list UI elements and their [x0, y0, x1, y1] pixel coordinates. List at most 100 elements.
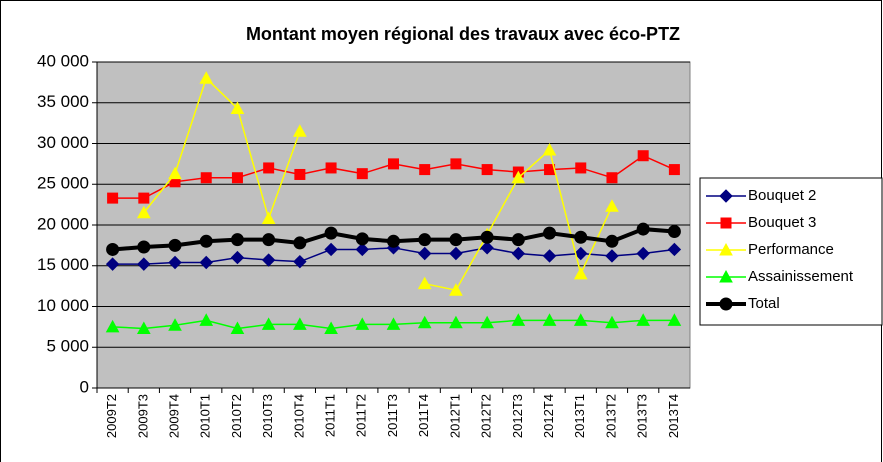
marker — [449, 283, 463, 296]
marker — [136, 321, 151, 335]
marker — [719, 269, 733, 283]
marker — [418, 246, 432, 261]
marker — [261, 253, 276, 267]
marker — [199, 234, 213, 248]
marker — [605, 315, 619, 329]
legend-label: Assainissement — [748, 268, 854, 285]
marker — [199, 255, 213, 270]
x-tick-label: 2013T3 — [635, 394, 650, 438]
marker — [230, 101, 245, 114]
marker — [668, 164, 680, 176]
marker — [449, 233, 463, 247]
marker — [263, 162, 275, 174]
x-tick-label: 2013T4 — [666, 394, 681, 438]
y-tick-label: 0 — [80, 377, 89, 396]
marker — [480, 230, 494, 244]
marker — [199, 71, 214, 84]
marker — [605, 199, 619, 212]
marker — [293, 254, 307, 269]
marker — [293, 236, 307, 250]
marker — [293, 317, 307, 330]
x-tick-label: 2013T1 — [572, 394, 587, 438]
x-tick-label: 2012T3 — [510, 394, 525, 438]
x-tick-label: 2010T2 — [229, 394, 244, 438]
marker — [324, 321, 338, 335]
marker — [636, 246, 650, 261]
x-tick-label: 2011T4 — [416, 394, 431, 437]
chart-title: Montant moyen régional des travaux avec … — [246, 24, 680, 44]
marker — [574, 230, 588, 244]
y-tick-label: 25 000 — [37, 174, 89, 193]
marker — [261, 317, 276, 330]
legend-label: Performance — [748, 241, 834, 258]
marker — [355, 242, 369, 257]
marker — [720, 217, 732, 229]
marker — [324, 226, 338, 240]
marker — [637, 150, 649, 162]
marker — [418, 233, 432, 247]
marker — [230, 250, 245, 265]
marker — [294, 168, 306, 180]
marker — [605, 249, 619, 263]
marker — [355, 232, 369, 246]
marker — [480, 315, 494, 329]
marker — [137, 257, 151, 271]
x-tick-label: 2012T1 — [447, 394, 462, 438]
marker — [105, 257, 120, 271]
marker — [574, 246, 588, 261]
marker — [105, 319, 120, 333]
marker — [449, 246, 463, 261]
marker — [719, 189, 733, 203]
marker — [261, 211, 276, 224]
marker — [138, 192, 150, 204]
marker — [106, 242, 120, 256]
marker — [636, 313, 651, 326]
marker — [230, 233, 244, 247]
x-tick-label: 2009T4 — [166, 394, 181, 438]
marker — [387, 234, 400, 248]
marker — [605, 234, 619, 248]
marker — [542, 249, 557, 263]
x-tick-label: 2011T1 — [323, 394, 338, 437]
marker — [199, 313, 214, 326]
legend-label: Total — [748, 295, 780, 312]
marker — [325, 162, 337, 174]
marker — [107, 192, 119, 204]
x-tick-label: 2011T2 — [354, 394, 369, 437]
legend-label: Bouquet 2 — [748, 187, 816, 204]
marker — [480, 241, 494, 255]
x-tick-label: 2012T4 — [541, 394, 556, 438]
y-tick-label: 20 000 — [37, 214, 89, 233]
y-tick-label: 5 000 — [46, 337, 89, 356]
y-tick-label: 40 000 — [37, 51, 89, 70]
marker — [511, 233, 525, 247]
y-tick-label: 35 000 — [37, 92, 89, 111]
x-tick-label: 2012T2 — [479, 394, 494, 438]
marker — [324, 242, 338, 257]
marker — [719, 297, 733, 311]
marker — [136, 205, 151, 219]
marker — [168, 166, 182, 180]
marker — [511, 246, 526, 261]
marker — [511, 170, 526, 184]
marker — [230, 321, 245, 335]
marker — [606, 172, 618, 184]
marker — [719, 242, 733, 256]
marker — [450, 158, 462, 170]
x-tick-label: 2010T3 — [260, 394, 275, 438]
marker — [636, 222, 650, 236]
marker — [417, 315, 432, 329]
marker — [293, 124, 307, 137]
marker — [449, 315, 463, 329]
y-tick-label: 30 000 — [37, 133, 89, 152]
marker — [262, 233, 276, 247]
legend-label: Bouquet 3 — [748, 214, 816, 231]
marker — [575, 162, 587, 174]
marker — [168, 238, 182, 252]
x-tick-label: 2009T2 — [104, 394, 119, 438]
marker — [168, 318, 182, 331]
y-tick-label: 10 000 — [37, 296, 89, 315]
marker — [355, 317, 370, 330]
x-tick-label: 2010T4 — [291, 394, 306, 438]
